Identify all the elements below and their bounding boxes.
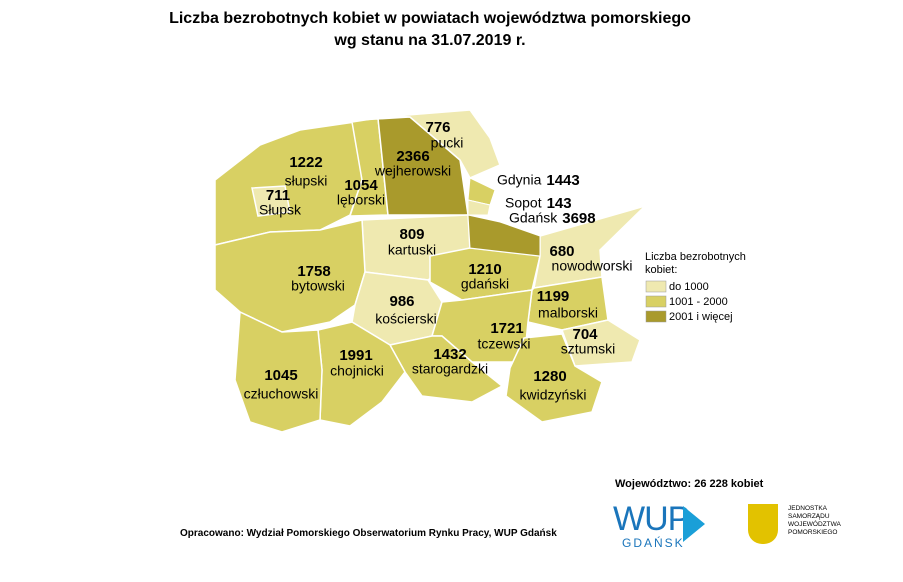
region	[251, 185, 291, 217]
region-name: lęborski	[337, 192, 385, 208]
region	[505, 333, 603, 423]
region-value: 776	[425, 119, 450, 136]
region-name: Słupsk	[259, 202, 302, 218]
region-name: starogardzki	[412, 361, 488, 377]
total: Województwo: 26 228 kobiet	[615, 478, 764, 490]
logo-region-line: JEDNOSTKA	[788, 505, 828, 512]
region-name: kościerski	[375, 311, 436, 327]
logo-wup-sub: GDAŃSK	[622, 536, 685, 550]
city-name: Gdańsk	[509, 210, 558, 226]
city	[467, 214, 541, 257]
region-value: 986	[389, 293, 414, 310]
source: Opracowano: Wydział Pomorskiego Obserwat…	[180, 528, 557, 539]
region-name: kartuski	[388, 242, 436, 258]
region-value: 1991	[339, 347, 372, 364]
legend-label: 2001 i więcej	[669, 311, 733, 323]
city	[467, 199, 491, 216]
region-value: 1054	[344, 177, 378, 194]
region-name: sztumski	[561, 341, 615, 357]
region-value: 1045	[264, 367, 297, 384]
city-name: Sopot	[505, 195, 542, 211]
logo-region-line: WOJEWÓDZTWA	[788, 521, 841, 528]
title: Liczba bezrobotnych kobiet w powiatach w…	[169, 10, 691, 27]
region-name: pucki	[431, 135, 464, 151]
region-name: malborski	[538, 305, 598, 321]
legend-swatch	[645, 310, 667, 323]
region-value: 711	[266, 187, 290, 204]
region-value: 704	[572, 326, 598, 343]
legend-label: do 1000	[669, 281, 709, 293]
region	[388, 335, 504, 403]
region-value: 1199	[537, 288, 570, 305]
city-value: 1443	[546, 172, 579, 189]
region-name: słupski	[285, 173, 328, 189]
region-name: człuchowski	[244, 386, 319, 402]
region-value: 1280	[533, 368, 566, 385]
region	[394, 109, 501, 179]
region-name: kwidzyński	[520, 387, 587, 403]
region-value: 809	[399, 226, 424, 243]
coat-of-arms	[748, 504, 778, 544]
region-name: bytowski	[291, 278, 345, 294]
region-name: wejherowski	[374, 163, 451, 179]
legend-label: 1001 - 2000	[669, 296, 728, 308]
region-name: chojnicki	[330, 363, 384, 379]
logo-wup: WUP	[613, 500, 690, 538]
region-value: 1758	[297, 263, 330, 280]
region-value: 1432	[433, 346, 466, 363]
city-name: Gdynia	[497, 172, 542, 188]
city-value: 143	[547, 195, 572, 212]
legend-swatch	[645, 280, 667, 293]
logo-arrow	[683, 506, 705, 542]
subtitle: wg stanu na 31.07.2019 r.	[334, 32, 526, 49]
region-name: gdański	[461, 276, 509, 292]
region-name: tczewski	[478, 336, 531, 352]
region-value: 680	[549, 243, 574, 260]
logo-region-line: POMORSKIEGO	[788, 529, 838, 536]
logo-region-line: SAMORZĄDU	[788, 513, 830, 520]
region-value: 2366	[396, 148, 429, 165]
region	[234, 310, 323, 433]
legend-swatch	[645, 295, 667, 308]
logo-region: JEDNOSTKA SAMORZĄDU WOJEWÓDZTWA POMORSKIEGO	[788, 505, 841, 537]
legend-title: Liczba bezrobotnych kobiet:	[645, 251, 746, 276]
city-value: 3698	[562, 210, 595, 227]
region-value: 1210	[468, 261, 501, 278]
region-value: 1222	[289, 154, 322, 171]
region-name: nowodworski	[552, 258, 633, 274]
region-value: 1721	[490, 320, 523, 337]
